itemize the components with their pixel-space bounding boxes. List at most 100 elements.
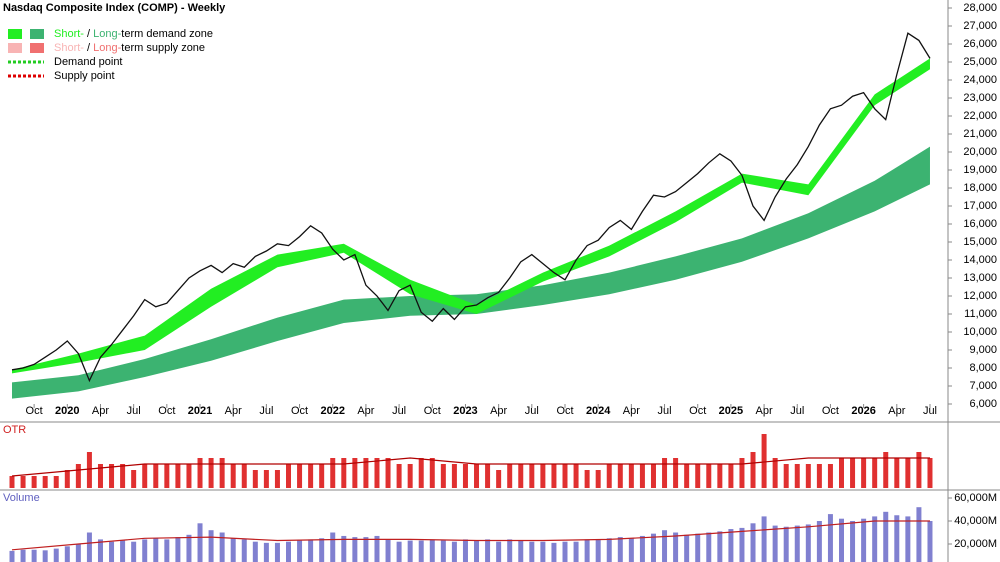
y-tick-label: 19,000 [963, 164, 997, 176]
volume-bar [241, 539, 247, 562]
x-tick-label: Jul [525, 405, 539, 417]
volume-bar [927, 521, 933, 562]
x-tick-label: Apr [888, 405, 905, 417]
y-tick-label: 8,000 [969, 362, 997, 374]
otr-bar [462, 464, 468, 488]
volume-bar [783, 526, 789, 562]
volume-bars [9, 507, 933, 562]
legend-label-part: term demand zone [121, 28, 213, 40]
chart-title: Nasdaq Composite Index (COMP) - Weekly [3, 2, 226, 14]
volume-bar [42, 550, 48, 562]
otr-bar [31, 476, 37, 488]
x-tick-label: Apr [490, 405, 507, 417]
volume-bar [595, 539, 601, 562]
volume-bar [761, 516, 767, 562]
x-tick-label: 2020 [55, 405, 79, 417]
otr-bar [64, 470, 70, 488]
volume-bar [706, 532, 712, 562]
zone-band [12, 58, 930, 374]
otr-bar [595, 470, 601, 488]
otr-bar [385, 458, 391, 488]
volume-bar [916, 507, 922, 562]
volume-bar [131, 541, 137, 562]
volume-bar [905, 516, 911, 562]
otr-bar [617, 464, 623, 488]
x-tick-label: Oct [26, 405, 43, 417]
otr-bar [485, 464, 491, 488]
legend-label-part: / [84, 28, 93, 40]
volume-bar [728, 529, 734, 562]
x-tick-label: 2026 [851, 405, 875, 417]
legend-label-part: Long- [93, 28, 121, 40]
x-tick-label: Oct [158, 405, 175, 417]
zone-band [12, 146, 930, 399]
otr-bar [684, 464, 690, 488]
volume-bar [485, 539, 491, 562]
otr-bar [241, 464, 247, 488]
volume-bar [252, 541, 258, 562]
y-tick-label: 14,000 [963, 254, 997, 266]
volume-bar [396, 541, 402, 562]
volume-bar [451, 541, 457, 562]
volume-bar [850, 521, 856, 562]
volume-bar [97, 539, 103, 562]
otr-bar [916, 452, 922, 488]
otr-bar [197, 458, 203, 488]
volume-bar [20, 549, 26, 562]
legend-label: Demand point [54, 56, 123, 68]
y-tick-label: 15,000 [963, 236, 997, 248]
otr-bar [872, 458, 878, 488]
volume-bar [673, 532, 679, 562]
x-tick-label: 2022 [320, 405, 344, 417]
x-tick-label: Apr [92, 405, 109, 417]
x-tick-label: 2023 [453, 405, 477, 417]
x-tick-label: Oct [556, 405, 573, 417]
volume-bar [739, 527, 745, 562]
legend: Short- / Long-term demand zone Short- / L… [8, 28, 213, 82]
otr-bar [927, 458, 933, 488]
otr-bar [186, 464, 192, 488]
volume-bar [153, 538, 159, 562]
otr-bar [440, 464, 446, 488]
volume-bar [573, 541, 579, 562]
otr-bar [695, 464, 701, 488]
volume-bar [462, 539, 468, 562]
x-tick-label: Apr [357, 405, 374, 417]
y-tick-label: 25,000 [963, 56, 997, 68]
volume-bar [883, 511, 889, 562]
otr-bar [297, 464, 303, 488]
x-tick-label: Jul [790, 405, 804, 417]
otr-bar [540, 464, 546, 488]
y-tick-label: 21,000 [963, 128, 997, 140]
otr-bar [97, 464, 103, 488]
y-tick-label: 18,000 [963, 182, 997, 194]
volume-bar [474, 540, 480, 562]
volume-bar [341, 535, 347, 562]
otr-bar [673, 458, 679, 488]
otr-bar [396, 464, 402, 488]
y-tick-label: 27,000 [963, 20, 997, 32]
legend-label: Short- / Long-term demand zone [54, 28, 213, 40]
volume-bar [839, 518, 844, 562]
otr-bar [142, 464, 148, 488]
otr-bar [363, 458, 369, 488]
y-tick-label: 17,000 [963, 200, 997, 212]
volume-bar [297, 540, 303, 562]
otr-bar [639, 464, 645, 488]
legend-label: Short- / Long-term supply zone [54, 42, 205, 54]
otr-bar [584, 470, 590, 488]
otr-bar [308, 464, 314, 488]
otr-bar [728, 464, 734, 488]
otr-bar [341, 458, 347, 488]
otr-bar [86, 452, 92, 488]
otr-bar [861, 458, 867, 488]
y-tick-label: 9,000 [969, 344, 997, 356]
legend-label-part: / [84, 42, 93, 54]
volume-bar [385, 539, 391, 562]
volume-bar [529, 541, 535, 562]
volume-bar [197, 523, 203, 562]
x-tick-label: Jul [259, 405, 273, 417]
volume-bar [9, 550, 15, 562]
volume-bar [794, 525, 800, 562]
